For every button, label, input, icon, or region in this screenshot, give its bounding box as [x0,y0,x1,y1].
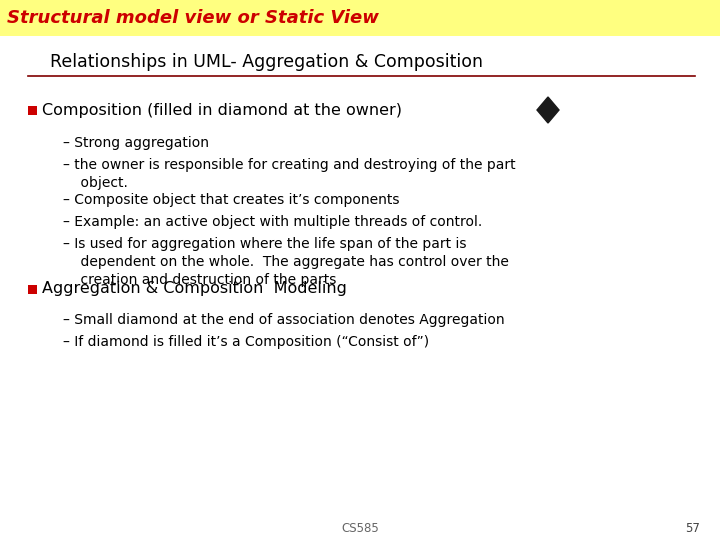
Text: CS585: CS585 [341,522,379,535]
Text: – Strong aggregation: – Strong aggregation [63,136,209,150]
Text: 57: 57 [685,522,700,535]
Text: Structural model view or Static View: Structural model view or Static View [7,9,379,27]
Bar [0,0,720,36]
Text: – the owner is responsible for creating and destroying of the part
    object.: – the owner is responsible for creating … [63,158,516,190]
Text: Relationships in UML- Aggregation & Composition: Relationships in UML- Aggregation & Comp… [50,53,483,71]
Text: – Is used for aggregation where the life span of the part is
    dependent on th: – Is used for aggregation where the life… [63,237,509,287]
Text: Aggregation & Composition  Modeling: Aggregation & Composition Modeling [42,281,347,296]
Text: – Small diamond at the end of association denotes Aggregation: – Small diamond at the end of associatio… [63,313,505,327]
Bar [28,105,37,114]
Polygon shape [537,97,559,123]
Text: Composition (filled in diamond at the owner): Composition (filled in diamond at the ow… [42,103,402,118]
Text: – Composite object that creates it’s components: – Composite object that creates it’s com… [63,193,400,207]
Bar [28,285,37,294]
Text: – If diamond is filled it’s a Composition (“Consist of”): – If diamond is filled it’s a Compositio… [63,335,429,349]
Text: – Example: an active object with multiple threads of control.: – Example: an active object with multipl… [63,215,482,229]
